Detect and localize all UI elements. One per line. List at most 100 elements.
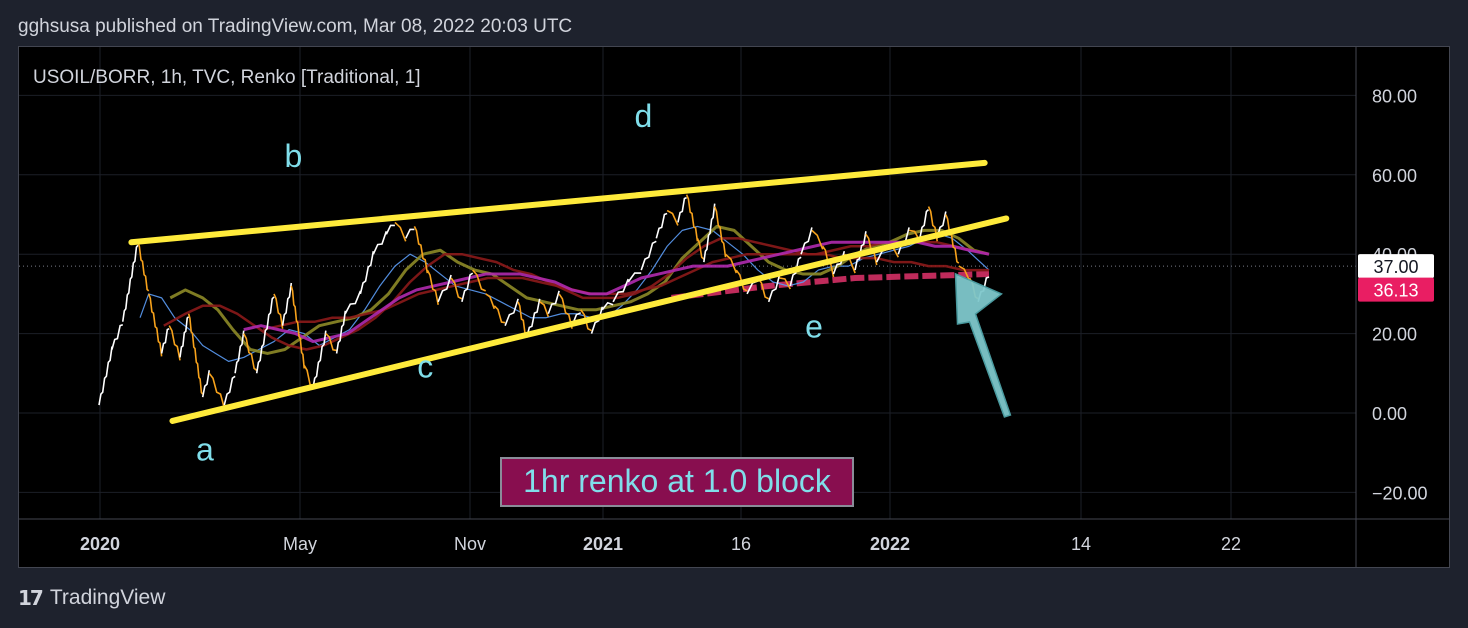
pointer-arrow[interactable] xyxy=(954,272,1012,418)
y-tick-label: 80.00 xyxy=(1372,86,1417,106)
renko-up-segment xyxy=(385,224,395,235)
renko-up-segment xyxy=(312,330,327,390)
trendline-layer[interactable] xyxy=(128,159,1010,424)
renko-up-segment xyxy=(111,323,124,350)
renko-down-segment xyxy=(426,269,439,305)
ma-price-tag xyxy=(1358,277,1434,302)
renko-up-segment xyxy=(919,209,930,239)
y-tick-label: −20.00 xyxy=(1372,483,1428,503)
renko-up-segment xyxy=(179,316,190,358)
renko-down-segment xyxy=(927,206,938,242)
renko-down-segment xyxy=(137,242,150,292)
last-price-tag xyxy=(1358,254,1434,279)
renko-down-segment xyxy=(945,214,960,264)
x-tick-label: Nov xyxy=(454,534,486,554)
ma-fast-line xyxy=(139,225,990,362)
renko-down-segment xyxy=(811,229,824,250)
chart-svg[interactable]: a b c d e 1hr renko at 1.0 block 80.0060.004… xyxy=(19,47,1449,567)
renko-up-segment xyxy=(677,196,687,223)
renko-down-segment xyxy=(187,313,204,395)
x-tick-label: 16 xyxy=(731,534,751,554)
wave-label-c: c xyxy=(417,348,433,384)
note-text: 1hr renko at 1.0 block xyxy=(523,463,832,499)
renko-down-segment xyxy=(243,333,258,371)
trendline-upper[interactable] xyxy=(128,159,988,246)
renko-up-segment xyxy=(590,306,604,334)
renko-up-segment xyxy=(627,272,642,283)
arrow-annotation-layer[interactable] xyxy=(954,272,1012,418)
axis-layer: 80.0060.0040.0020.000.00−20.002020MayNov… xyxy=(19,47,1449,567)
x-tick-label: 2022 xyxy=(870,534,910,554)
x-tick-label: May xyxy=(283,534,317,554)
renko-up-segment xyxy=(121,244,139,322)
renko-down-segment xyxy=(558,293,573,329)
renko-down-segment xyxy=(325,333,337,352)
renko-up-segment xyxy=(703,203,716,263)
renko-up-segment xyxy=(160,327,170,354)
renko-down-segment xyxy=(273,293,284,329)
renko-down-segment xyxy=(713,206,727,258)
renko-up-segment xyxy=(640,240,657,271)
renko-up-segment xyxy=(335,310,347,354)
renko-up-segment xyxy=(359,251,375,295)
renko-up-segment xyxy=(372,231,388,255)
renko-down-segment xyxy=(779,277,792,290)
support-zone-layer xyxy=(671,271,990,301)
renko-down-segment xyxy=(696,238,705,260)
ma-purple-line xyxy=(243,240,990,344)
y-tick-label: 20.00 xyxy=(1372,325,1417,345)
renko-down-segment xyxy=(493,305,506,324)
renko-up-segment xyxy=(800,227,813,255)
renko-down-segment xyxy=(472,269,487,292)
support-zone-band xyxy=(671,271,990,301)
renko-down-segment xyxy=(450,277,463,300)
x-tick-label: 14 xyxy=(1071,534,1091,554)
grid-layer xyxy=(19,47,1356,519)
wave-label-a: a xyxy=(196,432,214,468)
wave-label-e: e xyxy=(805,309,823,345)
renko-up-segment xyxy=(655,212,668,239)
renko-up-segment xyxy=(525,298,541,338)
renko-down-segment xyxy=(290,285,305,369)
renko-up-segment xyxy=(255,296,275,374)
wave-label-layer: a b c d e xyxy=(196,98,823,467)
renko-up-segment xyxy=(601,301,614,311)
renko-up-segment xyxy=(461,272,474,303)
renko-up-segment xyxy=(281,282,293,326)
renko-down-segment xyxy=(168,325,181,361)
tradingview-footer: 17 TradingView xyxy=(18,586,165,610)
renko-up-segment xyxy=(234,330,245,374)
renko-price-layer xyxy=(98,194,990,409)
renko-up-segment xyxy=(344,290,362,315)
x-tick-label: 2021 xyxy=(583,534,623,554)
trendline-lower[interactable] xyxy=(169,215,1010,424)
last-price-label: 37.00 xyxy=(1373,257,1418,277)
renko-up-segment xyxy=(223,375,236,406)
ma-price-label: 36.13 xyxy=(1373,281,1418,301)
renko-up-segment xyxy=(612,278,629,303)
renko-down-segment xyxy=(539,301,550,318)
renko-up-segment xyxy=(98,346,113,406)
y-tick-label: 0.00 xyxy=(1372,404,1407,424)
renko-down-segment xyxy=(303,364,314,387)
renko-down-segment xyxy=(958,265,971,282)
brand-name: TradingView xyxy=(49,586,166,609)
wave-label-b: b xyxy=(285,138,303,174)
renko-up-segment xyxy=(789,256,802,287)
renko-up-segment xyxy=(437,274,452,303)
chart-title: USOIL/BORR, 1h, TVC, Renko [Traditional,… xyxy=(33,67,421,88)
renko-down-segment xyxy=(666,209,679,226)
note-box[interactable] xyxy=(500,457,854,507)
wave-label-d: d xyxy=(634,98,652,134)
publisher-header: gghsusa published on TradingView.com, Ma… xyxy=(18,16,573,37)
note-annotation-layer[interactable]: 1hr renko at 1.0 block xyxy=(500,457,854,507)
renko-down-segment xyxy=(394,221,407,242)
renko-down-segment xyxy=(147,293,163,357)
renko-up-segment xyxy=(201,370,210,398)
renko-down-segment xyxy=(685,194,699,242)
x-tick-label: 2020 xyxy=(80,534,120,554)
tradingview-logo-icon: 17 xyxy=(18,586,44,610)
renko-up-segment xyxy=(405,228,415,239)
y-tick-label: 60.00 xyxy=(1372,166,1417,186)
